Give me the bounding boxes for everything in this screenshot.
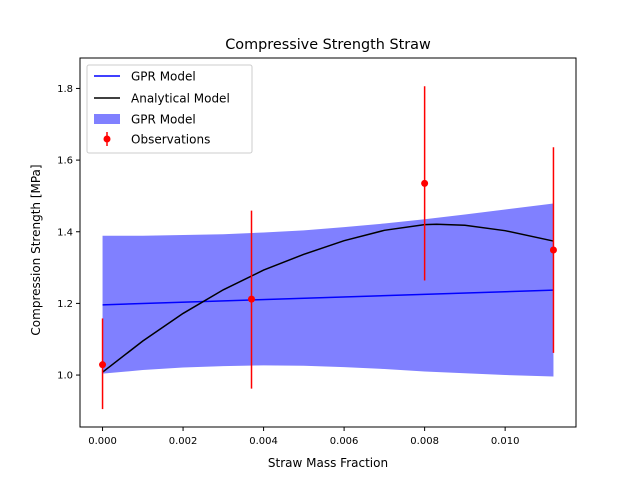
observation-point (248, 295, 256, 303)
plot-area (99, 86, 557, 410)
y-tick-label: 1.6 (57, 156, 73, 167)
y-tick-label: 1.4 (57, 227, 73, 238)
x-tick-label: 0.006 (330, 436, 359, 447)
observation-point (549, 246, 557, 254)
x-tick-label: 0.002 (169, 436, 198, 447)
legend-box (86, 64, 253, 154)
y-tick-label: 1.0 (57, 371, 73, 382)
analytical-model-line (102, 223, 554, 373)
x-tick-label: 0.008 (410, 436, 439, 447)
x-tick-label: 0.010 (491, 436, 520, 447)
legend-marker-swatch (103, 135, 111, 143)
chart-title: Compressive Strength Straw (225, 37, 431, 53)
legend-band-swatch (94, 114, 120, 124)
legend-label: GPR Model (131, 113, 196, 127)
observation-point (99, 361, 107, 369)
y-axis-label: Compression Strength [MPa] (29, 164, 43, 335)
axes-frame (79, 57, 577, 428)
gpr-model-line (102, 289, 554, 306)
observation-point (421, 179, 429, 187)
legend: GPR Model Analytical Model GPR Model Observ… (86, 64, 253, 154)
x-axis-label: Straw Mass Fraction (268, 456, 388, 470)
axes: 0.000 0.002 0.004 0.006 0.008 0.010 1.0 1.2 1.4 1… (57, 57, 577, 447)
legend-label: Observations (131, 133, 210, 147)
y-tick-label: 1.8 (57, 84, 73, 95)
legend-label: Analytical Model (131, 92, 230, 106)
y-tick-label: 1.2 (57, 299, 73, 310)
gpr-confidence-band (102, 203, 554, 377)
x-tick-label: 0.000 (88, 436, 117, 447)
x-tick-label: 0.004 (249, 436, 278, 447)
legend-label: GPR Model (131, 70, 196, 84)
